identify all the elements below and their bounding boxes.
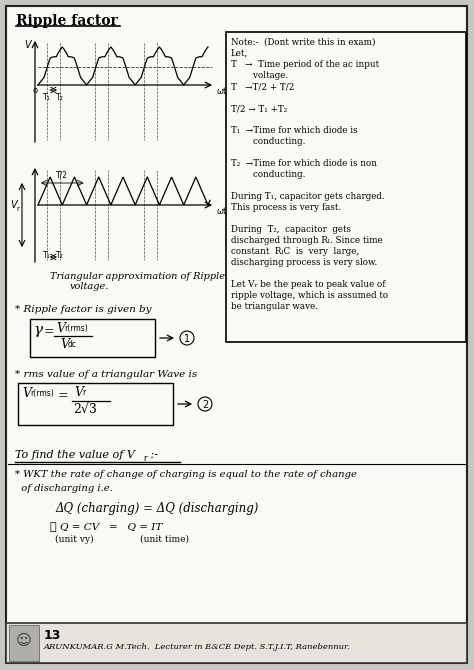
- Text: Let,: Let,: [231, 49, 248, 58]
- Text: Note:-  (Dont write this in exam): Note:- (Dont write this in exam): [231, 38, 375, 47]
- Text: discharging process is very slow.: discharging process is very slow.: [231, 258, 377, 267]
- Text: Let Vᵣ be the peak to peak value of: Let Vᵣ be the peak to peak value of: [231, 280, 385, 289]
- Text: During T₁, capacitor gets charged.: During T₁, capacitor gets charged.: [231, 192, 384, 201]
- Text: Ripple factor: Ripple factor: [16, 14, 118, 28]
- Text: V: V: [60, 338, 69, 351]
- Text: ΔQ (charging) = ΔQ (discharging): ΔQ (charging) = ΔQ (discharging): [55, 502, 258, 515]
- Text: be triangular wave.: be triangular wave.: [231, 302, 318, 311]
- Text: Triangular approximation of Ripple: Triangular approximation of Ripple: [50, 272, 225, 281]
- Text: discharged through Rₗ. Since time: discharged through Rₗ. Since time: [231, 236, 383, 245]
- Text: (unit time): (unit time): [140, 535, 189, 544]
- Text: T₁: T₁: [43, 251, 51, 260]
- Text: voltage.: voltage.: [231, 71, 288, 80]
- Text: conducting.: conducting.: [231, 170, 305, 179]
- Text: 2√3: 2√3: [73, 403, 97, 416]
- Text: T/2: T/2: [56, 170, 68, 179]
- Text: V: V: [11, 200, 18, 210]
- Text: T₂: T₂: [56, 93, 64, 102]
- Text: ripple voltage, which is assumed to: ripple voltage, which is assumed to: [231, 291, 388, 300]
- Text: To find the value of V: To find the value of V: [15, 450, 135, 460]
- Text: :-: :-: [147, 450, 158, 460]
- Text: V: V: [74, 386, 83, 399]
- Text: T₁: T₁: [43, 93, 51, 102]
- Text: * rms value of a triangular Wave is: * rms value of a triangular Wave is: [15, 370, 197, 379]
- Bar: [18, 383, 173, 425]
- Text: * WKT the rate of change of charging is equal to the rate of change: * WKT the rate of change of charging is …: [15, 470, 357, 479]
- Text: ∴: ∴: [50, 522, 56, 532]
- Text: r(rms): r(rms): [64, 324, 88, 333]
- Text: T/2 → T₁ +T₂: T/2 → T₁ +T₂: [231, 104, 287, 113]
- Text: This process is very fast.: This process is very fast.: [231, 203, 341, 212]
- Text: voltage.: voltage.: [70, 282, 109, 291]
- Text: * Ripple factor is given by: * Ripple factor is given by: [15, 305, 152, 314]
- Text: conducting.: conducting.: [231, 137, 305, 146]
- Text: T   →T/2 + T/2: T →T/2 + T/2: [231, 82, 294, 91]
- Text: (unit vy): (unit vy): [55, 535, 94, 544]
- Text: r: r: [82, 388, 85, 397]
- Text: r: r: [143, 454, 146, 463]
- Text: V: V: [22, 387, 31, 400]
- Text: During  T₂,  capacitor  gets: During T₂, capacitor gets: [231, 225, 351, 234]
- Text: Q = CV   =   Q = IT: Q = CV = Q = IT: [60, 522, 162, 531]
- Text: 2: 2: [202, 400, 208, 410]
- Bar: [9, 625, 39, 661]
- Text: 1: 1: [184, 334, 190, 344]
- Text: =: =: [44, 325, 55, 338]
- Bar: [30, 319, 155, 357]
- Text: ARUNKUMAR.G M.Tech.  Lecturer in E&CE Dept. S.T.J.I.T, Ranebennur.: ARUNKUMAR.G M.Tech. Lecturer in E&CE Dep…: [44, 643, 351, 651]
- Text: ωt: ωt: [217, 87, 227, 96]
- Text: γ: γ: [34, 323, 43, 337]
- Text: dc: dc: [68, 340, 77, 349]
- Text: ☺: ☺: [16, 634, 32, 649]
- Text: ωt: ωt: [217, 207, 227, 216]
- Text: =: =: [58, 389, 69, 402]
- Text: o: o: [32, 86, 37, 95]
- Text: constant  RₗC  is  very  large,: constant RₗC is very large,: [231, 247, 359, 256]
- Text: V: V: [56, 322, 65, 335]
- Bar: [6, 623, 467, 663]
- Bar: [226, 32, 466, 342]
- Text: 13: 13: [44, 629, 61, 642]
- Text: T₂: T₂: [56, 251, 64, 260]
- Text: T₁  →Time for which diode is: T₁ →Time for which diode is: [231, 126, 357, 135]
- Text: T   →  Time period of the ac input: T → Time period of the ac input: [231, 60, 379, 69]
- Text: of discharging i.e.: of discharging i.e.: [15, 484, 113, 493]
- Text: V: V: [25, 40, 31, 50]
- Text: r: r: [17, 206, 19, 212]
- Text: r(rms): r(rms): [30, 389, 54, 398]
- Text: T₂  →Time for which diode is non: T₂ →Time for which diode is non: [231, 159, 377, 168]
